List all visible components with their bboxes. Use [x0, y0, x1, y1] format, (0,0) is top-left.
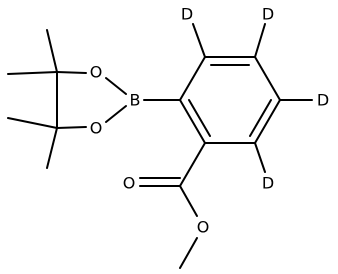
atom-label: O	[90, 63, 103, 82]
bond	[254, 142, 266, 173]
bond	[192, 23, 206, 58]
bond	[179, 56, 206, 101]
bond	[56, 126, 87, 129]
atom-label: O	[123, 174, 136, 193]
atom-label: D	[262, 5, 274, 24]
atom-label: D	[262, 174, 274, 193]
bond	[249, 99, 272, 137]
atom-label: D	[181, 5, 193, 24]
bond	[254, 23, 266, 58]
atom-labels: D D D D B O O O O	[90, 5, 329, 237]
bond	[179, 142, 206, 187]
bonds	[7, 23, 313, 269]
bond	[46, 127, 58, 169]
bond	[188, 99, 211, 137]
bond	[179, 237, 198, 269]
bond	[105, 105, 127, 123]
atom-label: O	[90, 119, 103, 138]
bond	[56, 71, 87, 74]
bond	[105, 77, 127, 95]
bond	[7, 71, 58, 75]
bond	[46, 29, 58, 73]
atom-label: O	[197, 218, 210, 237]
bond	[179, 99, 206, 144]
atom-label: B	[130, 91, 141, 110]
bond	[7, 117, 58, 129]
bond	[254, 99, 281, 144]
atom-label: D	[317, 91, 329, 110]
bond	[179, 185, 198, 217]
bond	[254, 56, 281, 101]
